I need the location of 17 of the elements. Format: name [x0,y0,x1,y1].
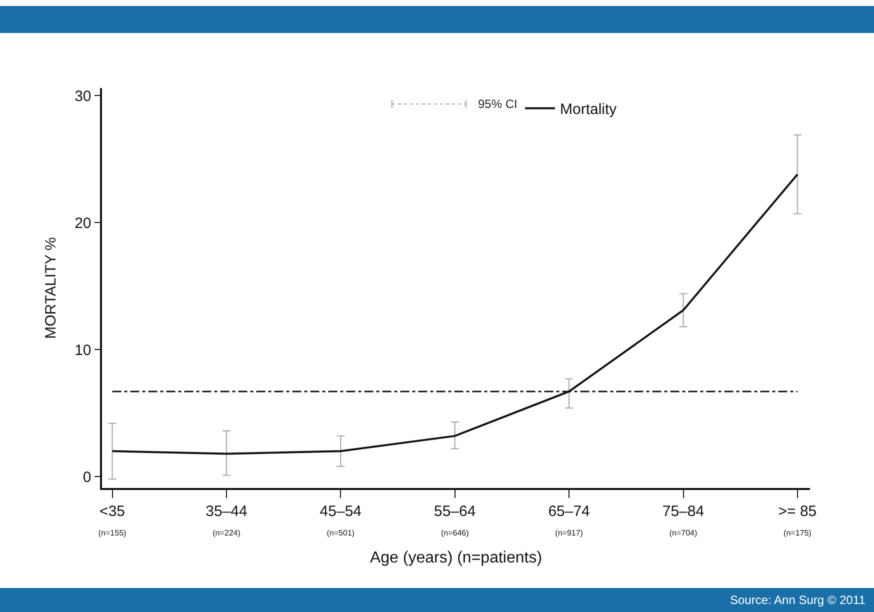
line-series [111,173,798,455]
legend-label: Mortality [560,101,618,118]
y-axis-title: MORTALITY % [42,237,60,339]
x-tick-label: <35 (n=155) [98,502,127,538]
x-tick-label: 75–84 (n=704) [662,502,704,538]
y-tick-label: 20 [74,214,92,232]
x-tick-label: 55–64 (n=646) [434,502,476,538]
y-tick-label: 0 [82,468,92,486]
source-note: Source: Ann Surg © 2011 [730,593,866,607]
x-tick-label: 45–54 (n=501) [320,502,362,538]
y-tick-label: 10 [74,342,92,359]
y-tick-label: 30 [74,88,92,105]
x-tick-label: >= 85 (n=175) [778,502,817,538]
x-axis-title: Age (years) (n=patients) [370,549,542,566]
annotation: 95% CI [478,97,518,111]
x-tick-label: 65–74 (n=917) [548,502,590,538]
x-tick-label: 35–44 (n=224) [206,502,248,538]
